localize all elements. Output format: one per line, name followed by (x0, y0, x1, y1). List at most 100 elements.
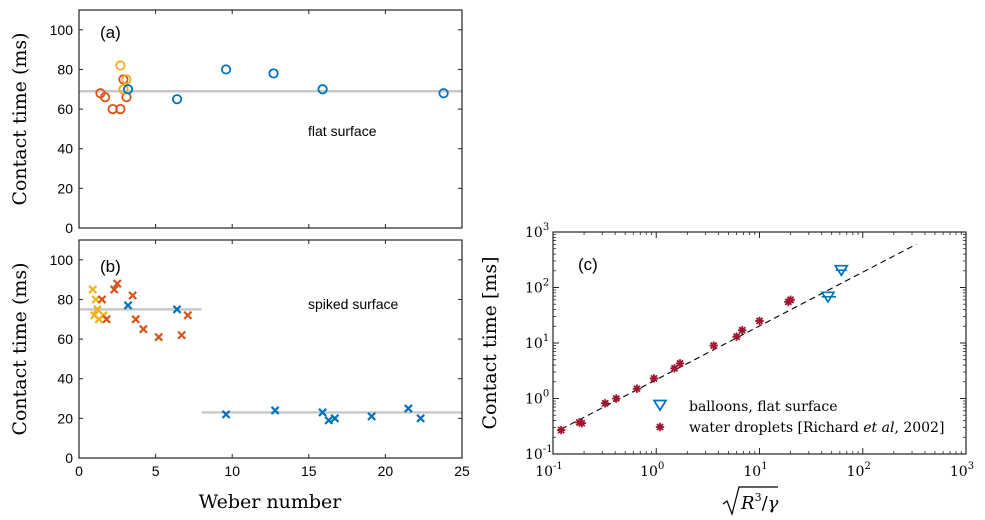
panel-b-point (324, 415, 334, 425)
panel-c-xtick-label: 100 (640, 461, 664, 480)
panel-b-point (154, 332, 164, 342)
panel-b-point (404, 404, 413, 413)
panel-b-ytick-label: 40 (57, 371, 73, 387)
panel-b-point (183, 310, 193, 320)
panel-c-balloon-point (820, 291, 836, 304)
panel-b-ytick-label: 100 (50, 252, 74, 268)
panel-a-ytick-label: 80 (57, 61, 73, 77)
panel-c-droplet-point (670, 364, 679, 373)
panel-a-point (220, 64, 232, 75)
panel-b-label: (b) (100, 257, 121, 276)
panel-c-xlabel: R3/γ (722, 486, 779, 516)
xlabel-math: R3/γ (740, 491, 779, 514)
panel-a-ytick-label: 100 (50, 22, 74, 38)
panel-c-droplet-point (786, 295, 795, 305)
panel-b-ylabel: Contact time (ms) (9, 262, 31, 435)
tick-exponent: 1 (761, 461, 767, 472)
tick-base: 10 (525, 447, 543, 463)
panel-b-point (102, 314, 111, 324)
panel-c-balloon-point (833, 264, 849, 277)
panel-b-point (123, 301, 133, 310)
panel-b-point (367, 412, 376, 421)
tick-base: 10 (525, 392, 543, 408)
panel-c-droplet-point (755, 316, 764, 326)
panel-c-ytick-label: 100 (525, 389, 549, 408)
legend-entry-balloons: balloons, flat surface (689, 399, 838, 415)
panel-c-droplet-point (649, 374, 659, 383)
panel-a-point (122, 84, 134, 95)
panel-b-point (88, 285, 98, 294)
tick-exponent: -1 (543, 444, 553, 455)
legend-droplets-text-b: , 2002] (894, 420, 944, 436)
panel-c-ytick-label: 102 (525, 278, 549, 297)
panel-a-frame (78, 9, 463, 229)
panel-c-xtick-label: 102 (847, 461, 871, 480)
panel-b-point (416, 413, 426, 423)
tick-exponent: 0 (658, 461, 664, 472)
panel-b-point (138, 324, 148, 334)
panel-c-ytick-label: 103 (525, 222, 549, 241)
legend-droplets-text-a: water droplets [Richard (689, 420, 863, 436)
panel-c-droplet-point (738, 326, 747, 335)
panel-b-point (131, 314, 141, 324)
panel-b: 0 20 40 60 80 100 0 5 10 15 20 25 (b) spiked surfac… (9, 239, 470, 513)
panel-c-ylabel: Contact time [ms] (479, 256, 501, 429)
panel-b-xtick-label: 10 (224, 463, 240, 479)
panel-b-frame (78, 239, 463, 459)
tick-base: 10 (950, 464, 968, 480)
sqrt-sign (722, 486, 778, 516)
tick-base: 10 (535, 464, 553, 480)
panel-b-ytick-label: 80 (57, 291, 73, 307)
panel-a-point (115, 103, 126, 115)
panel-a-point (118, 84, 129, 95)
tick-base: 10 (847, 464, 865, 480)
panel-a-point (317, 84, 328, 95)
panel-b-point (318, 408, 327, 417)
panel-a-point (438, 88, 449, 99)
panel-a-point (268, 68, 279, 79)
panel-b-point (330, 413, 340, 423)
panel-b-point (97, 295, 107, 304)
legend: balloons, flat surface water droplets [R… (652, 399, 944, 436)
panel-a-annotation: flat surface (308, 123, 377, 139)
legend-droplets-marker (655, 422, 665, 432)
panel-a-point (118, 74, 129, 85)
xlabel-r: R (740, 493, 755, 514)
tick-exponent: 0 (543, 389, 549, 400)
panel-a-ytick-label: 40 (57, 141, 73, 157)
xlabel-slash: / (762, 493, 769, 514)
tick-exponent: 3 (968, 461, 974, 472)
tick-base: 10 (525, 336, 543, 352)
xlabel-sup: 3 (755, 491, 762, 504)
tick-base: 10 (525, 225, 543, 241)
panel-a-point (115, 60, 126, 71)
panel-a-ytick-label: 60 (57, 101, 73, 117)
panel-a-ytick-label: 0 (65, 220, 73, 236)
panel-b-point (177, 330, 187, 340)
panel-b-xtick-label: 15 (301, 463, 317, 479)
tick-exponent: 3 (543, 222, 549, 233)
panel-c-ytick-label: 101 (525, 333, 549, 352)
panel-c-xtick-label: 103 (950, 461, 974, 480)
panel-a: 0 20 40 60 80 100 (a) flat surface Contact ti… (9, 9, 463, 236)
panel-c-label: (c) (578, 255, 598, 274)
panel-a-point (171, 94, 183, 105)
panel-c-xtick-label: 10-1 (535, 461, 563, 480)
panel-c-xtick-label: 101 (743, 461, 767, 480)
panel-b-ytick-label: 60 (57, 331, 73, 347)
tick-base: 10 (743, 464, 761, 480)
panel-a-ylabel: Contact time (ms) (9, 32, 31, 205)
panel-b-point (128, 291, 137, 300)
tick-base: 10 (525, 281, 543, 297)
panel-c-droplet-point (632, 384, 642, 393)
panel-c-droplet-point (732, 332, 741, 341)
panel-b-xtick-label: 0 (75, 463, 83, 479)
legend-entry-droplets: water droplets [Richard et al, 2002] (689, 420, 944, 436)
panel-b-point (172, 304, 182, 314)
panel-a-point (121, 74, 132, 85)
panel-b-ytick-label: 0 (65, 450, 73, 466)
panel-b-point (270, 406, 280, 415)
panel-a-point (99, 92, 111, 103)
legend-balloons-marker (652, 399, 668, 412)
